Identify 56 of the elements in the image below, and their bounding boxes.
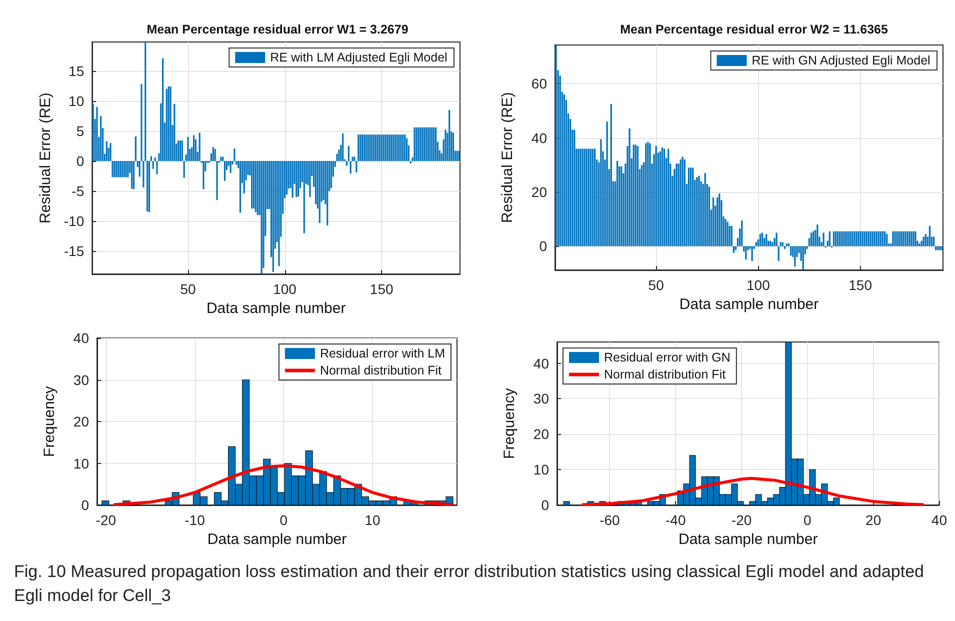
x-axis-title: Data sample number xyxy=(679,296,819,313)
chart-title: Mean Percentage residual error W1 = 3.2679 xyxy=(146,22,408,36)
x-tick-label: 150 xyxy=(370,281,394,297)
caption: Fig. 10 Measured propagation loss estimation and their error distribution statistics using classical Egli model and adapted Egli model for Cell_3 xyxy=(14,561,925,607)
y-tick-label: 40 xyxy=(73,330,90,346)
y-tick-label: 30 xyxy=(533,390,550,407)
x-tick-label: -60 xyxy=(600,512,620,528)
y-axis-title: Residual Error (RE) xyxy=(499,92,516,223)
legend-label: Normal distribution Fit xyxy=(320,364,442,378)
x-tick-label: 100 xyxy=(273,281,297,297)
y-tick-label: 60 xyxy=(531,76,548,92)
legend-label: RE with GN Adjusted Egli Model xyxy=(752,54,930,68)
x-tick-label: 20 xyxy=(866,512,882,528)
x-tick-label: 150 xyxy=(848,277,872,293)
y-tick-label: 20 xyxy=(533,426,550,442)
x-tick-label: -40 xyxy=(666,512,686,528)
y-tick-label: 40 xyxy=(531,130,548,146)
y-tick-label: -10 xyxy=(64,213,84,230)
y-tick-label: -15 xyxy=(64,243,84,260)
y-tick-label: 20 xyxy=(531,184,548,200)
y-axis-title: Frequency xyxy=(501,388,518,459)
x-tick-label: 100 xyxy=(746,277,770,293)
legend-label: Normal distribution Fit xyxy=(604,368,726,382)
y-axis-title: Frequency xyxy=(41,386,58,457)
x-tick-label: -10 xyxy=(184,512,206,528)
y-tick-label: 10 xyxy=(533,462,550,478)
x-axis-title: Data sample number xyxy=(207,530,347,548)
legend-label: RE with LM Adjusted Egli Model xyxy=(270,50,448,64)
line-series xyxy=(582,476,924,506)
y-tick-label: 10 xyxy=(68,92,84,109)
x-tick-label: 50 xyxy=(648,277,664,293)
y-axis-title: Residual Error (RE) xyxy=(37,92,54,224)
y-tick-label: 30 xyxy=(73,372,90,388)
y-tick-label: 0 xyxy=(541,497,550,513)
y-tick-label: 15 xyxy=(68,62,84,79)
x-axis-title: Data sample number xyxy=(678,530,818,548)
y-tick-label: 40 xyxy=(533,355,550,372)
x-tick-label: 50 xyxy=(180,281,196,297)
legend-label: Residual error with GN xyxy=(604,350,730,364)
x-axis-title: Data sample number xyxy=(206,300,346,317)
y-tick-label: 5 xyxy=(76,122,84,139)
x-tick-label: 10 xyxy=(364,512,381,528)
y-tick-label: 0 xyxy=(76,153,84,170)
x-tick-label: 40 xyxy=(931,512,948,528)
y-tick-label: 20 xyxy=(73,414,90,430)
y-tick-label: 0 xyxy=(81,497,90,513)
legend-label: Residual error with LM xyxy=(320,346,446,360)
x-tick-label: -20 xyxy=(731,512,752,528)
x-tick-label: -20 xyxy=(96,512,116,528)
x-tick-label: 0 xyxy=(804,512,812,528)
y-tick-label: 0 xyxy=(539,238,548,254)
x-tick-label: 0 xyxy=(280,512,288,528)
y-tick-label: -5 xyxy=(72,183,84,200)
y-tick-label: 10 xyxy=(73,455,90,472)
chart-title: Mean Percentage residual error W2 = 11.6365 xyxy=(620,22,888,36)
line-series xyxy=(113,464,454,506)
